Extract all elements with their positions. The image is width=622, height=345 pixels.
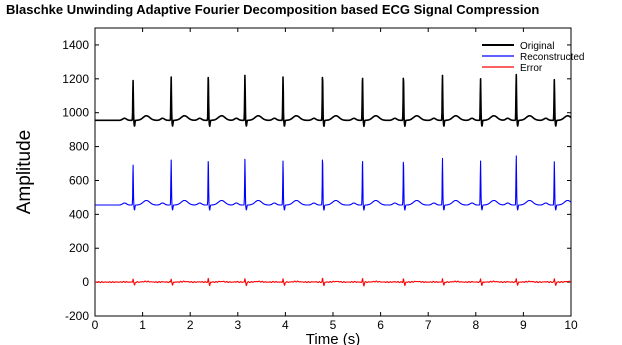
y-tick-label: -200 (65, 309, 89, 323)
series-line-reconstructed (94, 155, 572, 211)
chart-title: Blaschke Unwinding Adaptive Fourier Deco… (6, 2, 540, 17)
x-tick-label: 2 (187, 318, 194, 332)
x-tick-label: 1 (139, 318, 146, 332)
x-tick-label: 5 (330, 318, 337, 332)
y-tick-label: 1000 (62, 106, 89, 120)
y-axis-label: Amplitude (14, 130, 35, 215)
x-tick-label: 7 (425, 318, 432, 332)
x-tick-label: 9 (520, 318, 527, 332)
x-tick-label: 8 (472, 318, 479, 332)
y-tick-label: 0 (82, 275, 89, 289)
y-tick-label: 200 (69, 241, 89, 255)
y-tick-label: 400 (69, 207, 89, 221)
x-tick-label: 0 (92, 318, 99, 332)
y-tick-label: 600 (69, 173, 89, 187)
legend-label-original: Original (520, 41, 554, 52)
x-tick-label: 4 (282, 318, 289, 332)
y-tick-label: 1400 (62, 38, 89, 52)
legend-label-reconstructed: Reconstructed (520, 52, 584, 63)
y-tick-label: 800 (69, 140, 89, 154)
x-tick-label: 3 (234, 318, 241, 332)
series-line-original (94, 73, 572, 128)
x-tick-label: 10 (564, 318, 578, 332)
plot-frame (94, 27, 572, 317)
series-line-error (94, 277, 572, 287)
y-tick-label: 1200 (62, 72, 89, 86)
x-tick-label: 6 (377, 318, 384, 332)
x-axis-label: Time (s) (306, 331, 360, 345)
legend-label-error: Error (520, 63, 543, 74)
